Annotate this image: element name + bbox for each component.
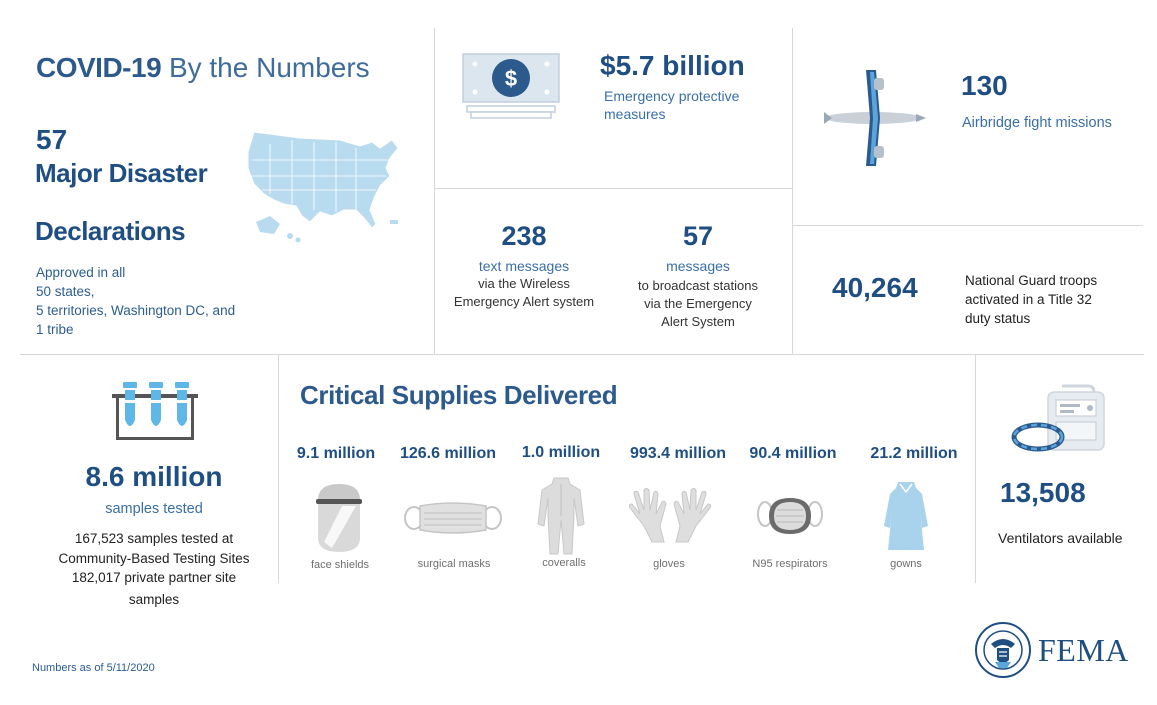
ventilator-icon bbox=[1011, 384, 1105, 452]
protective-desc-line: measures bbox=[604, 106, 666, 122]
supply-label: gloves bbox=[653, 558, 685, 570]
protective-amount: $5.7 billion bbox=[600, 50, 745, 81]
wea-label: text messages bbox=[478, 258, 570, 274]
footer-note: Numbers as of 5/11/2020 bbox=[32, 662, 155, 674]
guard-desc-line: duty status bbox=[965, 311, 1031, 326]
fema-logo-text: FEMA bbox=[1038, 632, 1129, 668]
supply-label: face shields bbox=[310, 559, 370, 571]
ventilators-desc: Ventilators available bbox=[998, 530, 1123, 546]
svg-text:$: $ bbox=[505, 66, 517, 91]
testing-desc-line: Community-Based Testing Sites bbox=[58, 550, 250, 566]
page-title: COVID-19 By the Numbers bbox=[36, 52, 370, 84]
supply-value: 993.4 million bbox=[629, 445, 727, 462]
supply-label: N95 respirators bbox=[752, 558, 828, 570]
testing-number: 8.6 million bbox=[85, 461, 223, 492]
guard-desc: National Guard troops activated in a Tit… bbox=[965, 271, 1097, 328]
eas-desc: to broadcast stations via the Emergency … bbox=[618, 277, 778, 331]
declarations-desc: Approved in all 50 states, 5 territories… bbox=[36, 263, 235, 339]
declarations-label-line2: Declarations bbox=[35, 216, 186, 246]
ventilators-number: 13,508 bbox=[1000, 477, 1086, 508]
supply-value: 21.2 million bbox=[870, 445, 958, 462]
divider-h-mid-left bbox=[435, 188, 792, 189]
supply-label: coveralls bbox=[542, 557, 586, 569]
declarations-desc-line: 1 tribe bbox=[36, 322, 74, 337]
supply-label: surgical masks bbox=[417, 558, 491, 570]
n95-respirator-icon bbox=[757, 498, 823, 534]
divider-v-top-2 bbox=[792, 28, 793, 354]
divider-h-mid-right bbox=[793, 225, 1143, 226]
money-icon: $ bbox=[462, 53, 560, 119]
declarations-number: 57 bbox=[36, 124, 68, 155]
testing-desc-tail: samples bbox=[128, 592, 180, 607]
title-rest: By the Numbers bbox=[168, 52, 370, 83]
supply-label: gowns bbox=[890, 558, 922, 570]
supply-value: 1.0 million bbox=[521, 444, 601, 461]
face-shield-icon bbox=[316, 484, 362, 552]
declarations-desc-line: 5 territories, Washington DC, and bbox=[36, 303, 236, 318]
divider-v-top-1 bbox=[434, 28, 435, 354]
airbridge-desc: Airbridge fight missions bbox=[962, 115, 1112, 131]
eas-desc-line: via the Emergency bbox=[644, 296, 752, 311]
gloves-icon bbox=[628, 488, 712, 543]
airplane-icon bbox=[824, 70, 926, 166]
eas-desc-line: to broadcast stations bbox=[638, 278, 758, 293]
wea-desc: via the Wireless Emergency Alert system bbox=[444, 275, 604, 311]
declarations-desc-line: Approved in all bbox=[36, 265, 126, 280]
wea-number: 238 bbox=[501, 221, 547, 251]
eas-desc-line: Alert System bbox=[661, 314, 735, 329]
guard-number: 40,264 bbox=[832, 272, 918, 303]
eas-label: messages bbox=[666, 258, 730, 274]
title-strong: COVID-19 bbox=[36, 52, 162, 83]
wea-desc-line: Emergency Alert system bbox=[453, 294, 595, 309]
protective-desc: Emergency protective measures bbox=[604, 87, 739, 123]
dhs-seal-icon bbox=[975, 622, 1031, 678]
surgical-mask-icon bbox=[404, 502, 502, 534]
declarations-label-line1: Major Disaster bbox=[35, 158, 208, 188]
test-tubes-icon bbox=[112, 382, 198, 440]
divider-h-main bbox=[20, 354, 1144, 355]
supplies-heading: Critical Supplies Delivered bbox=[300, 380, 618, 410]
supply-value: 126.6 million bbox=[399, 445, 497, 462]
guard-desc-line: National Guard troops bbox=[965, 273, 1098, 288]
airbridge-number: 130 bbox=[961, 70, 1008, 101]
eas-number: 57 bbox=[682, 221, 714, 251]
divider-v-bottom-1 bbox=[278, 355, 279, 583]
supply-value: 90.4 million bbox=[749, 445, 837, 462]
coveralls-icon bbox=[537, 477, 585, 555]
us-map-icon bbox=[247, 131, 399, 243]
divider-v-bottom-2 bbox=[975, 355, 976, 583]
supply-value: 9.1 million bbox=[296, 445, 376, 462]
testing-label: samples tested bbox=[105, 501, 203, 517]
declarations-desc-line: 50 states, bbox=[36, 284, 95, 299]
protective-desc-line: Emergency protective bbox=[604, 88, 740, 104]
wea-desc-line: via the Wireless bbox=[478, 276, 570, 291]
guard-desc-line: activated in a Title 32 bbox=[965, 292, 1092, 307]
testing-desc: 167,523 samples tested at Community-Base… bbox=[44, 529, 264, 588]
testing-desc-line: 182,017 private partner site bbox=[71, 570, 237, 585]
testing-desc-line: 167,523 samples tested at bbox=[74, 531, 234, 546]
gown-icon bbox=[884, 482, 928, 550]
